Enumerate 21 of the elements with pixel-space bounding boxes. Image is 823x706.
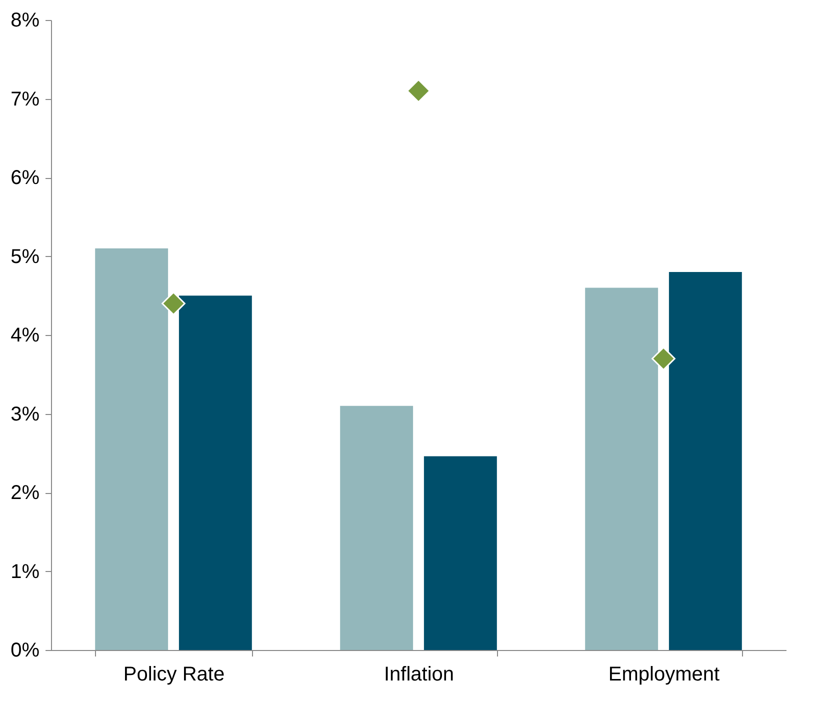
point xyxy=(162,292,186,316)
y-tick-label: 3% xyxy=(10,403,40,426)
y-tick-label: 5% xyxy=(10,246,40,268)
y-tick-label: 1% xyxy=(10,560,40,583)
bar xyxy=(95,248,168,650)
y-tick-label: 6% xyxy=(10,167,40,189)
y-tick-label: 8% xyxy=(10,10,40,32)
y-tick-label: 0% xyxy=(10,640,40,662)
bar xyxy=(178,296,252,650)
x-tick-label: Policy Rate xyxy=(123,664,225,686)
x-tick-label: Inflation xyxy=(384,664,454,686)
point xyxy=(406,78,430,103)
y-tick-label: 4% xyxy=(10,324,40,346)
y-tick-label: 7% xyxy=(10,88,40,110)
x-tick-label: Employment xyxy=(608,664,720,686)
bar xyxy=(340,406,414,650)
point xyxy=(652,346,676,371)
bar xyxy=(668,272,742,650)
y-tick-label: 2% xyxy=(10,482,40,504)
bar xyxy=(424,456,497,650)
bar xyxy=(585,288,658,650)
